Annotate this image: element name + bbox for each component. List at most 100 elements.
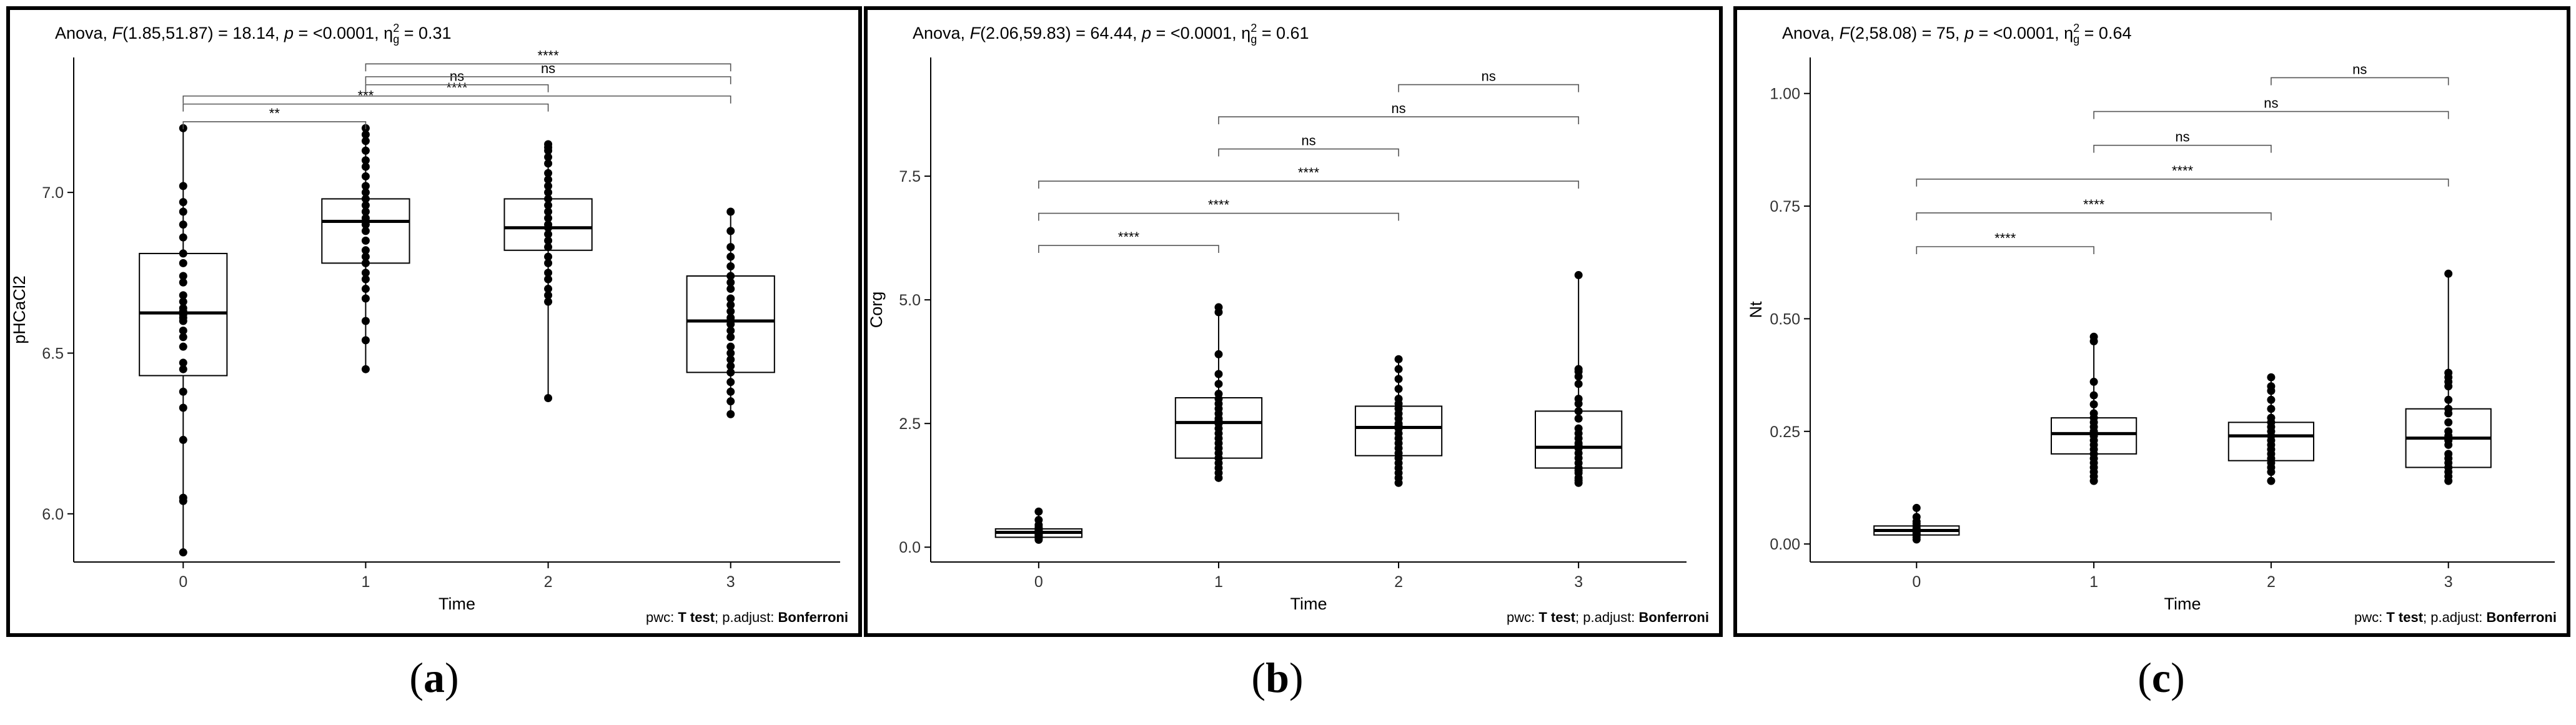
data-point [2267,382,2276,391]
panel-label: (a) [409,654,458,701]
data-point [361,336,370,345]
panel-frame [6,6,862,637]
pwc-caption: pwc: T test; p.adjust: Bonferroni [2354,609,2557,625]
data-point [179,548,187,557]
data-point [2444,405,2453,413]
data-point [361,285,370,293]
panel-frame [864,6,1723,637]
significance-label: **** [1208,197,1230,213]
data-point [1574,414,1583,423]
anova-subtitle: Anova, F(1.85,51.87) = 18.14, p = <0.000… [55,22,452,46]
comparison-bracket [365,63,731,72]
data-point [1574,407,1583,415]
data-point [179,387,187,396]
significance-label: ** [269,106,280,121]
data-point [179,198,187,207]
panel-a: 6.0 6.5 7.0 0 1 2 3 Time pHCaCl2 Anova, F(1.85,51… [6,6,862,701]
data-point [544,159,553,168]
data-point [2267,413,2276,422]
data-point [726,326,735,335]
data-point [544,207,553,216]
data-point [1574,395,1583,403]
data-point [1214,350,1223,358]
pwc-caption: pwc: T test; p.adjust: Bonferroni [646,609,848,625]
panel-label: (c) [2138,654,2185,701]
significance-label: **** [1118,229,1140,245]
data-point [544,140,553,149]
data-point [2444,418,2453,427]
data-point [726,252,735,261]
data-point [179,249,187,258]
data-point [544,269,553,277]
data-point [179,333,187,342]
data-point [361,172,370,180]
data-point [361,214,370,222]
data-point [1394,395,1403,403]
data-point [179,272,187,280]
data-point [179,435,187,444]
x-tick-label: 1 [2089,573,2098,591]
data-point [544,259,553,267]
y-tick-label: 7.0 [42,184,64,202]
data-point [361,182,370,190]
data-point [1394,385,1403,393]
data-point [544,285,553,293]
comparison-bracket [1218,148,1399,157]
data-point [361,201,370,210]
significance-label: ns [2264,96,2278,111]
data-point [179,297,187,306]
x-tick-label: 2 [2267,573,2276,591]
data-point [1912,503,1921,512]
x-tick-label: 0 [179,573,187,591]
data-point [361,269,370,277]
y-tick-label: 5.0 [899,292,921,309]
data-point [544,214,553,222]
comparison-bracket [1218,116,1579,125]
x-tick-label: 2 [1394,573,1403,591]
data-point [726,333,735,342]
y-tick-label: 0.50 [1770,310,1800,328]
comparison-bracket [365,84,549,92]
data-point [2267,395,2276,404]
data-point [361,162,370,171]
significance-label: **** [446,80,468,96]
comparison-bracket [1038,180,1579,189]
data-point [544,243,553,252]
data-point [361,365,370,373]
data-point [544,252,553,261]
data-point [361,156,370,165]
data-point [544,188,553,197]
data-point [361,246,370,255]
data-point [1214,380,1223,388]
data-point [1912,513,1921,521]
data-point [2089,409,2098,418]
data-point [726,387,735,396]
data-point [726,368,735,377]
y-tick-label: 6.5 [42,345,64,362]
y-axis-title: Nt [1746,301,1765,318]
data-point [544,291,553,300]
data-point [1394,375,1403,383]
y-tick-label: 0.0 [899,539,921,556]
significance-label: **** [1994,230,2016,246]
data-point [361,194,370,203]
x-axis-title: Time [2164,594,2201,613]
panel-c: 0.00 0.25 0.50 0.75 1.00 0 1 2 3 Time Nt Anova, F(2… [1733,6,2570,701]
data-point [179,182,187,190]
y-tick-label: 0.25 [1770,423,1800,441]
data-point [544,220,553,229]
data-point [361,236,370,245]
data-point [361,227,370,235]
data-point [2267,476,2276,485]
x-axis-title: Time [438,594,475,613]
data-point [726,207,735,216]
data-point [2444,395,2453,404]
data-point [544,230,553,239]
data-point [544,201,553,210]
data-point [2089,391,2098,400]
x-tick-label: 1 [361,573,370,591]
data-point [726,262,735,271]
x-tick-label: 0 [1912,573,1921,591]
comparison-bracket [1038,245,1219,254]
data-point [179,220,187,229]
